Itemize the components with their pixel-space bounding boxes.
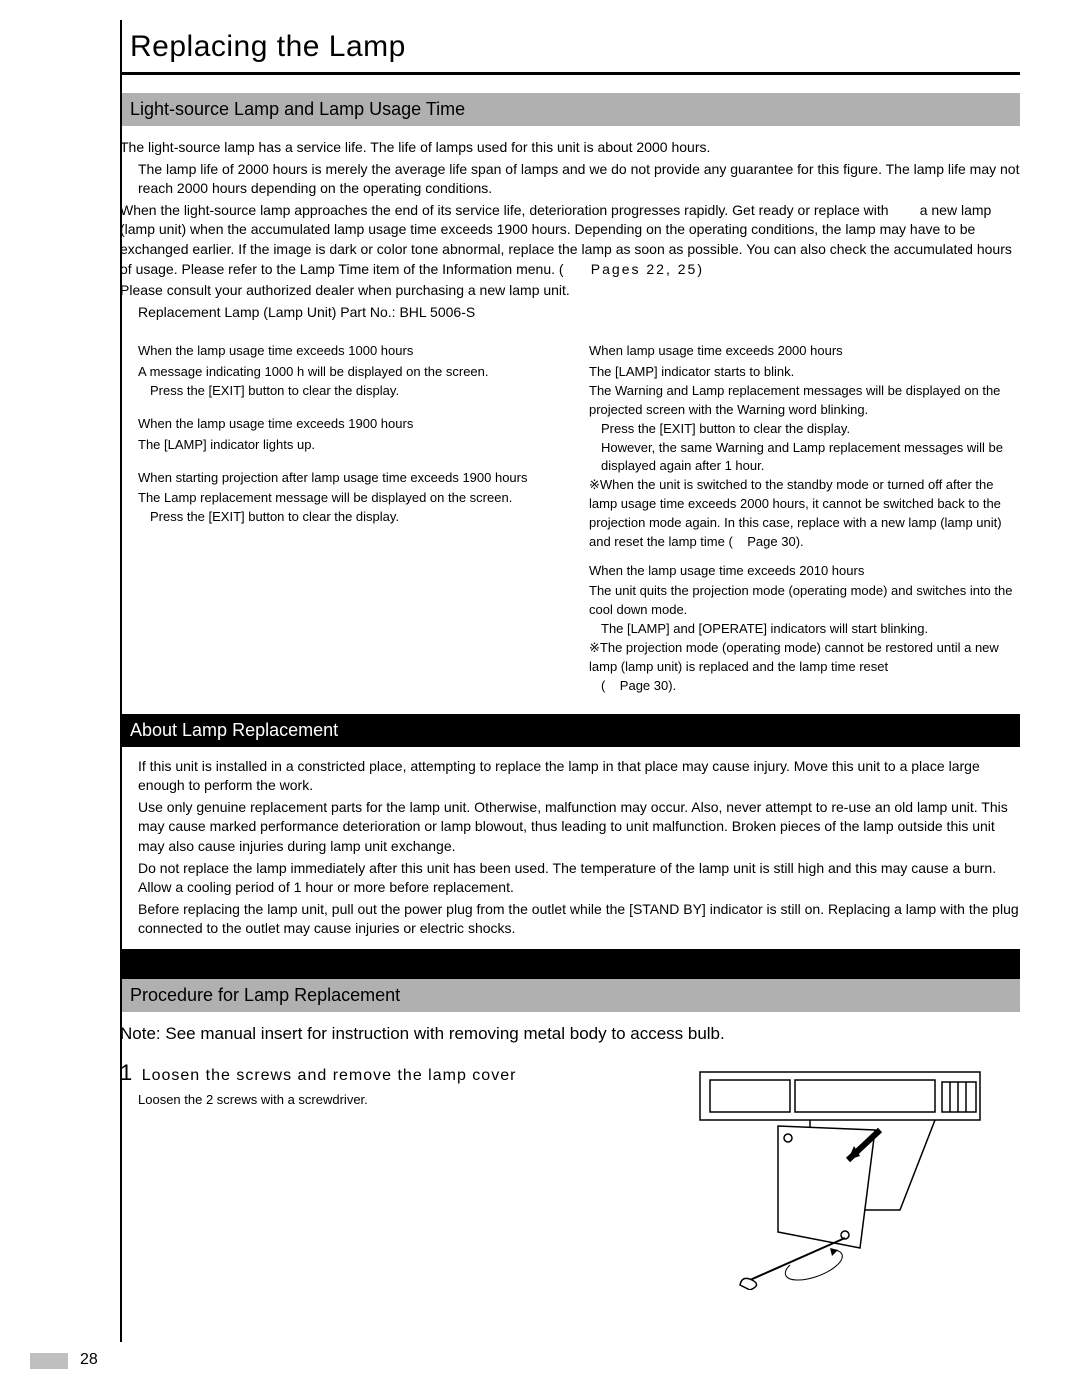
intro-p3d: ) xyxy=(697,261,702,277)
intro-p3: When the light-source lamp approaches th… xyxy=(120,201,1020,279)
right-r3b: ). xyxy=(796,534,804,549)
right-r5: ※The projection mode (operating mode) ca… xyxy=(589,639,1020,677)
right-r5-text: ※The projection mode (operating mode) ca… xyxy=(589,640,999,674)
right-r3: ※When the unit is switched to the standb… xyxy=(589,476,1020,551)
manual-page: Replacing the Lamp Light-source Lamp and… xyxy=(0,0,1080,1397)
usage-time-columns: When the lamp usage time exceeds 1000 ho… xyxy=(120,336,1020,695)
left-l3: The Lamp replacement message will be dis… xyxy=(138,489,569,508)
page-ref-30b: Page 30 xyxy=(620,678,668,693)
right-r2: The Warning and Lamp replacement message… xyxy=(589,382,1020,420)
page-number: 28 xyxy=(80,1351,98,1369)
step-1-body: Loosen the 2 screws with a screwdriver. xyxy=(120,1092,650,1107)
left-h2: When the lamp usage time exceeds 1900 ho… xyxy=(138,415,569,434)
divider-bar xyxy=(120,949,1020,979)
right-r5b: ). xyxy=(668,678,676,693)
right-r5-ref: ( Page 30). xyxy=(589,677,1020,696)
right-r2a: Press the [EXIT] button to clear the dis… xyxy=(589,420,1020,439)
step-1-text: 1 Loosen the screws and remove the lamp … xyxy=(120,1060,650,1107)
section-header-light-source: Light-source Lamp and Lamp Usage Time xyxy=(120,93,1020,126)
page-side-tab xyxy=(30,1353,68,1369)
intro-p2: The lamp life of 2000 hours is merely th… xyxy=(120,160,1020,199)
lamp-cover-diagram xyxy=(680,1060,1020,1290)
left-h3: When starting projection after lamp usag… xyxy=(138,469,569,488)
intro-p1: The light-source lamp has a service life… xyxy=(120,138,1020,158)
step-1-heading: 1 Loosen the screws and remove the lamp … xyxy=(120,1060,650,1086)
section-header-about-replacement: About Lamp Replacement xyxy=(120,714,1020,747)
right-r1: The [LAMP] indicator starts to blink. xyxy=(589,363,1020,382)
procedure-note: Note: See manual insert for instruction … xyxy=(120,1024,1020,1044)
right-r2b: However, the same Warning and Lamp repla… xyxy=(589,439,1020,477)
about-b3: Do not replace the lamp immediately afte… xyxy=(120,859,1020,898)
right-h2: When the lamp usage time exceeds 2010 ho… xyxy=(589,562,1020,581)
left-margin-rule xyxy=(120,20,122,1342)
page-ref-22-25: Pages 22, 25 xyxy=(591,261,698,277)
step-1-title: Loosen the screws and remove the lamp co… xyxy=(136,1067,516,1084)
left-l1a: Press the [EXIT] button to clear the dis… xyxy=(138,382,569,401)
left-h1: When the lamp usage time exceeds 1000 ho… xyxy=(138,342,569,361)
about-b2: Use only genuine replacement parts for t… xyxy=(120,798,1020,857)
right-r4: The unit quits the projection mode (oper… xyxy=(589,582,1020,620)
about-b4: Before replacing the lamp unit, pull out… xyxy=(120,900,1020,939)
page-title: Replacing the Lamp xyxy=(120,20,1020,75)
right-r5a: ( xyxy=(601,678,605,693)
right-r4a: The [LAMP] and [OPERATE] indicators will… xyxy=(589,620,1020,639)
step-1-row: 1 Loosen the screws and remove the lamp … xyxy=(120,1060,1020,1290)
intro-p3b: a xyxy=(920,202,928,218)
left-l1: A message indicating 1000 h will be disp… xyxy=(138,363,569,382)
intro-p4: Please consult your authorized dealer wh… xyxy=(120,281,1020,301)
intro-p3a: When the light-source lamp approaches th… xyxy=(120,202,889,218)
left-l3a: Press the [EXIT] button to clear the dis… xyxy=(138,508,569,527)
right-h1: When lamp usage time exceeds 2000 hours xyxy=(589,342,1020,361)
left-column: When the lamp usage time exceeds 1000 ho… xyxy=(120,336,569,695)
section-header-procedure: Procedure for Lamp Replacement xyxy=(120,979,1020,1012)
about-b1: If this unit is installed in a constrict… xyxy=(120,757,1020,796)
left-l2: The [LAMP] indicator lights up. xyxy=(138,436,569,455)
part-number: Replacement Lamp (Lamp Unit) Part No.: B… xyxy=(120,303,1020,323)
page-ref-30a: Page 30 xyxy=(747,534,795,549)
right-column: When lamp usage time exceeds 2000 hours … xyxy=(589,336,1020,695)
